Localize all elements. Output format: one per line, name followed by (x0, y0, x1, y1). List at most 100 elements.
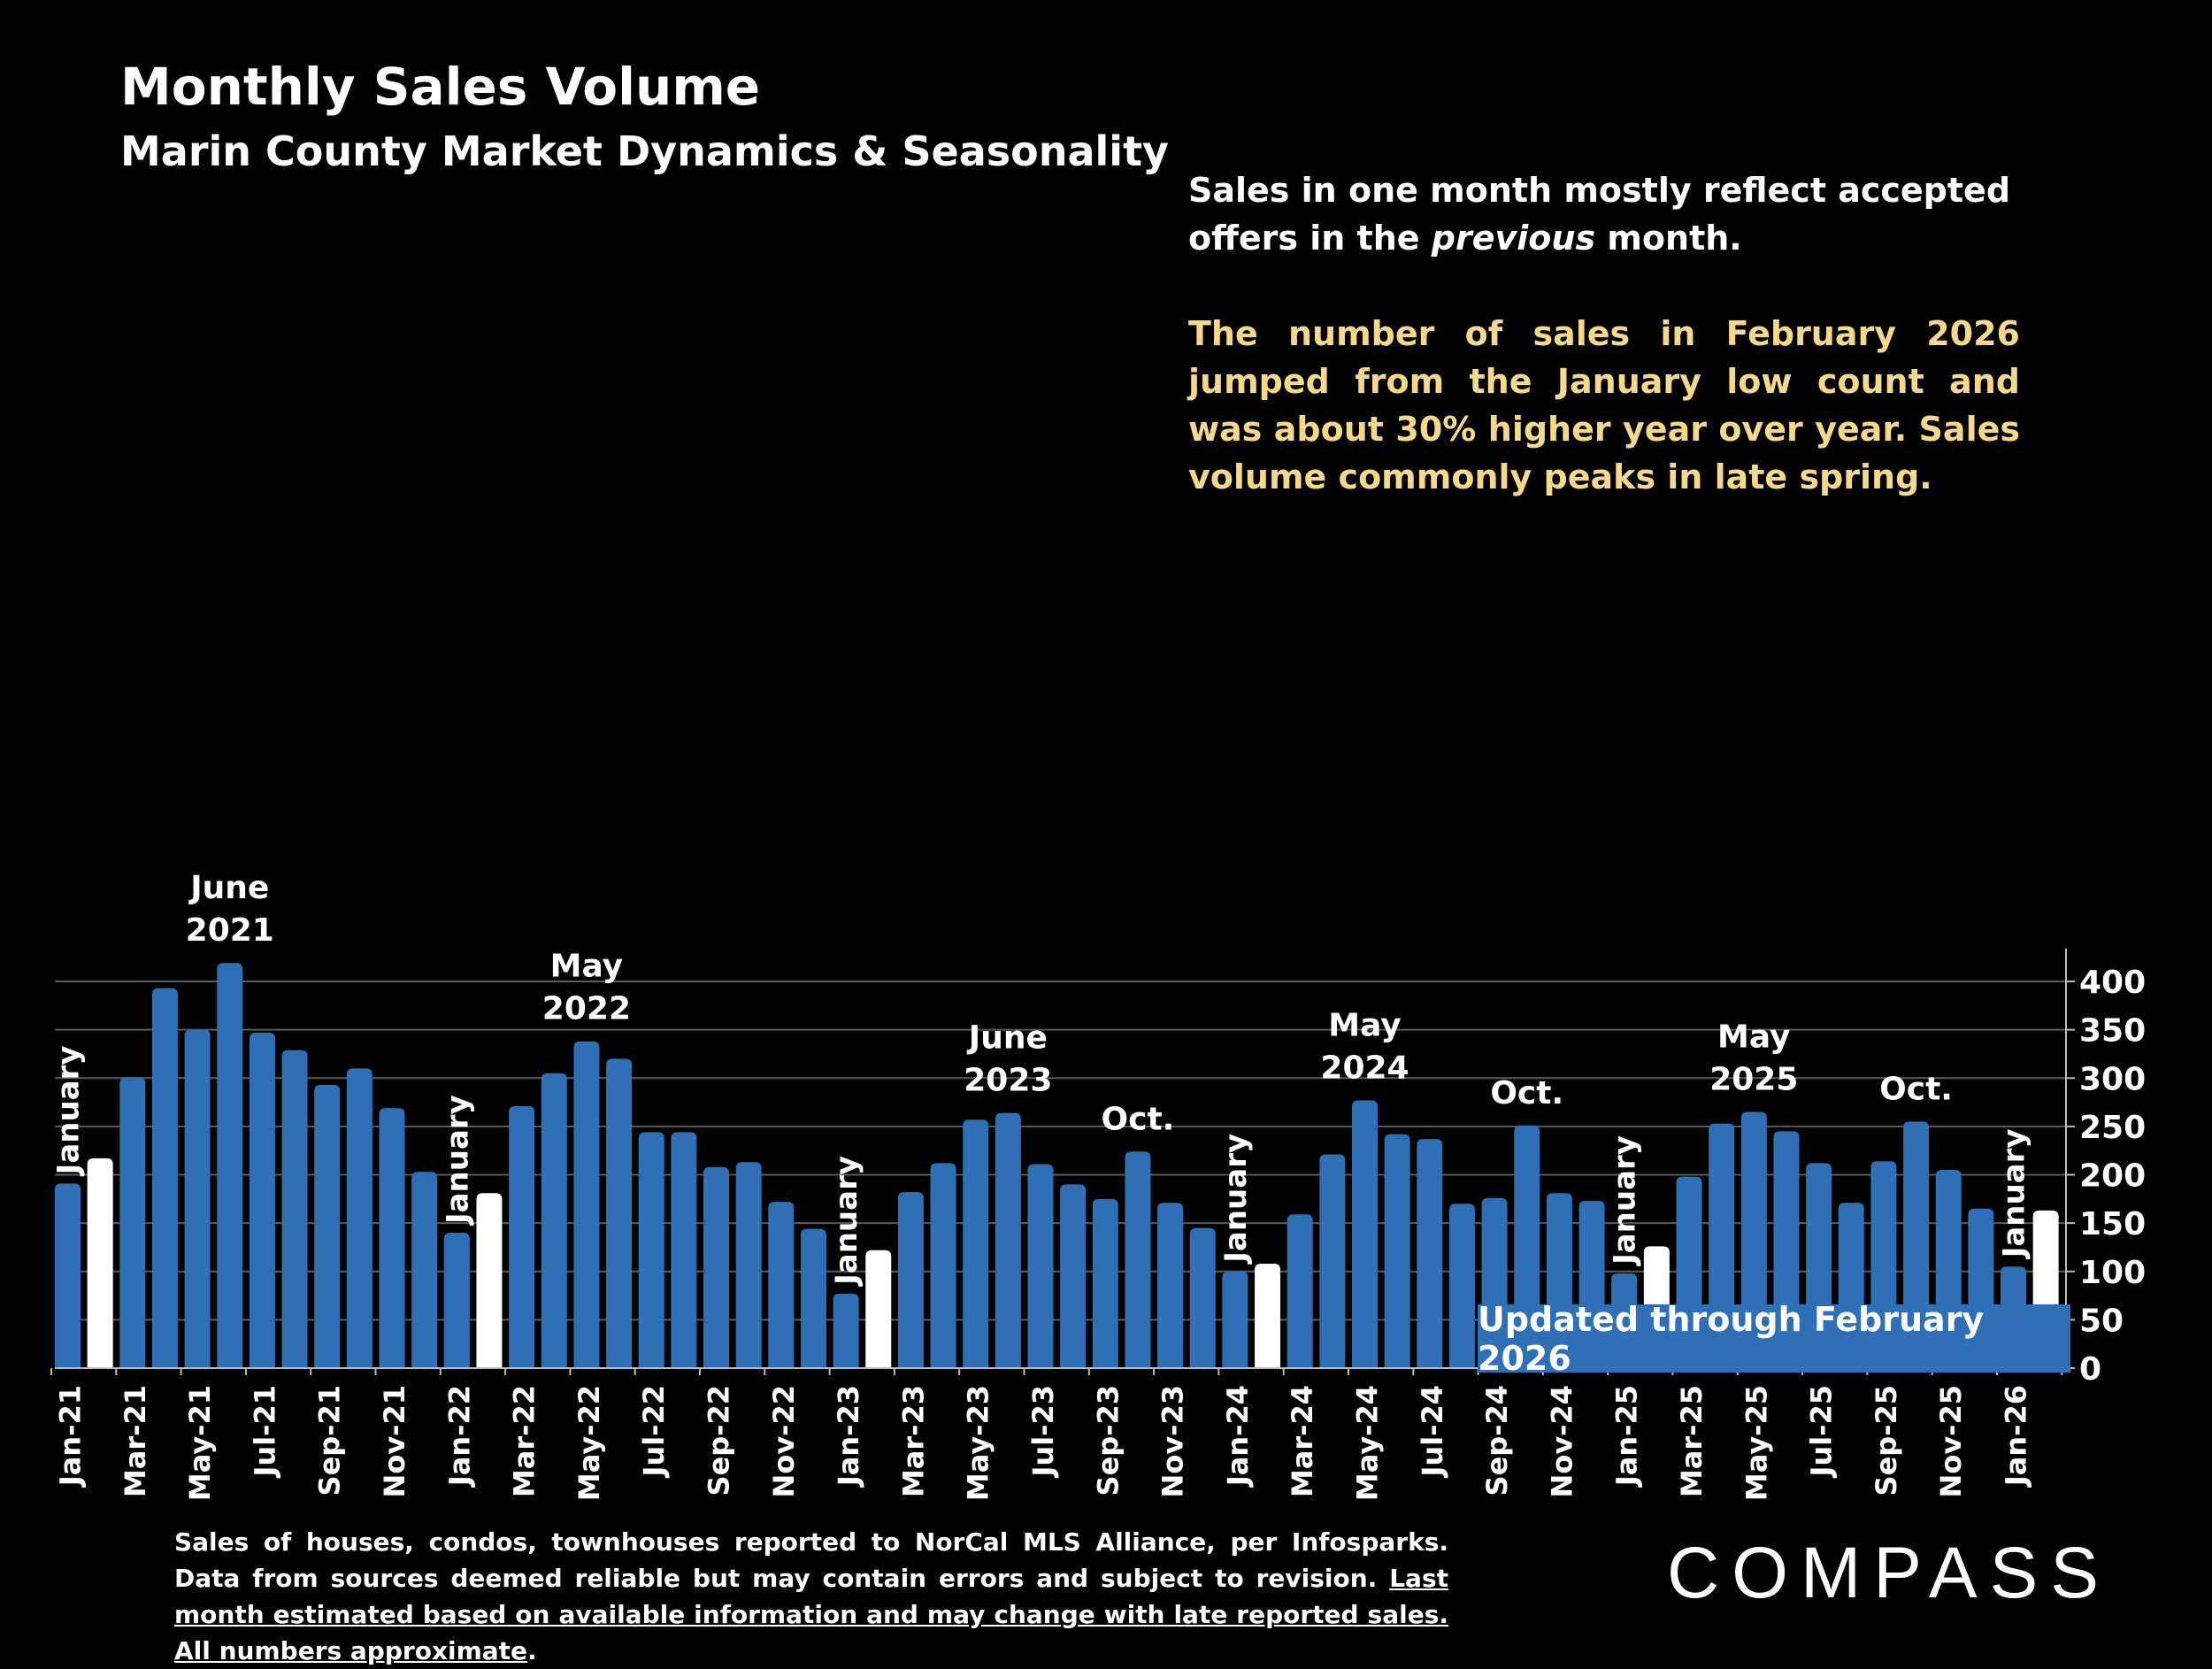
x-tick-label: Sep-24 (1480, 1385, 1514, 1496)
bar (476, 1193, 503, 1368)
bar (346, 1068, 373, 1368)
y-tick-label: 50 (2079, 1303, 2124, 1339)
x-tick-label: May-25 (1740, 1385, 1773, 1501)
annotation-peak: 2024 (1320, 1050, 1409, 1086)
x-tick-label: Jan-25 (1610, 1385, 1644, 1488)
annotation-january: January (1608, 1135, 1643, 1266)
bar (1319, 1154, 1346, 1368)
bar (638, 1132, 664, 1368)
x-tick-label: Jan-24 (1221, 1385, 1255, 1488)
bar (833, 1293, 859, 1368)
bar (1286, 1214, 1313, 1368)
x-tick-label: Sep-25 (1870, 1385, 1903, 1496)
bar (1255, 1264, 1281, 1368)
annotation-january: January (440, 1095, 475, 1226)
x-tick-label: May-21 (183, 1385, 217, 1501)
y-tick-label: 250 (2079, 1110, 2146, 1146)
bar (1027, 1164, 1054, 1368)
x-tick-label: Jan-22 (442, 1385, 476, 1488)
x-tick-label: May-22 (572, 1385, 606, 1501)
bar (509, 1105, 535, 1368)
bar (1222, 1271, 1248, 1368)
note-intro-text: Sales in one month mostly reflect accept… (1188, 171, 2011, 258)
x-tick-label: Nov-23 (1156, 1385, 1190, 1497)
bar (281, 1050, 308, 1368)
bar (800, 1228, 826, 1368)
y-tick-label: 200 (2079, 1158, 2146, 1195)
footnote-end: . (527, 1636, 537, 1665)
note-intro-emphasis: previous (1431, 219, 1596, 258)
x-tick-label: Mar-21 (119, 1385, 152, 1497)
bar (1157, 1203, 1184, 1368)
chart-subtitle: Marin County Market Dynamics & Seasonali… (120, 127, 1170, 175)
annotation-peak: 2021 (186, 912, 274, 949)
footnote-text: Sales of houses, condos, townhouses repo… (174, 1527, 1448, 1593)
x-tick-label: Jan-26 (2000, 1385, 2033, 1488)
x-tick-label: Jan-23 (832, 1385, 865, 1488)
annotation-january: January (829, 1156, 864, 1287)
x-tick-label: Mar-25 (1675, 1385, 1709, 1497)
x-tick-label: Jul-23 (1026, 1385, 1060, 1478)
x-tick-label: Sep-22 (703, 1385, 736, 1496)
updated-through-badge: Updated through February 2026 (1478, 1300, 2070, 1378)
annotation-peak: May (550, 949, 623, 985)
x-tick-label: Mar-23 (896, 1385, 930, 1497)
bar (314, 1084, 341, 1368)
annotation-peak: June (966, 1020, 1048, 1057)
compass-logo: COMPASS (1667, 1534, 2111, 1604)
annotation-january: January (51, 1045, 87, 1176)
y-tick-label: 350 (2079, 1013, 2146, 1050)
y-tick-label: 400 (2079, 965, 2146, 1001)
bar (768, 1202, 795, 1368)
bar (995, 1112, 1021, 1368)
bar (443, 1233, 470, 1368)
bar (703, 1166, 729, 1368)
compass-logo-text: COMPASS (1667, 1534, 2111, 1604)
bar (1417, 1139, 1443, 1368)
annotation-peak: Oct. (1102, 1101, 1175, 1137)
bar (573, 1041, 600, 1368)
y-tick-label: 100 (2079, 1255, 2146, 1291)
x-tick-label: Nov-21 (378, 1385, 411, 1497)
source-footnote: Sales of houses, condos, townhouses repo… (174, 1524, 1448, 1669)
y-axis: 0 50 100 150 200 250 300 350 400 (2065, 948, 2146, 1388)
y-tick-label: 300 (2079, 1061, 2146, 1097)
bar (541, 1073, 567, 1368)
bar (1352, 1100, 1378, 1368)
bar (411, 1172, 438, 1368)
note-intro: Sales in one month mostly reflect accept… (1188, 166, 2020, 262)
bar (963, 1119, 989, 1368)
bar (184, 1029, 211, 1368)
bar (897, 1192, 924, 1368)
bar (930, 1163, 956, 1368)
bar (119, 1077, 146, 1368)
bar (606, 1058, 633, 1368)
bar (151, 988, 178, 1368)
footnote-estimate-text: Last month estimated based on available … (174, 1564, 1448, 1665)
note-intro-end: month. (1595, 219, 1742, 258)
annotation-january: January (1997, 1128, 2032, 1259)
x-axis: Jan-21 Mar-21 May-21 Jul-21 Sep-21 Nov-21 Jan-… (50, 1367, 2066, 1501)
x-tick-label: Jul-25 (1805, 1385, 1839, 1478)
annotation-peak: May (1328, 1007, 1401, 1043)
commentary-note: Sales in one month mostly reflect accept… (1188, 166, 2020, 501)
bar (671, 1132, 697, 1368)
annotation-peak: May (1717, 1019, 1790, 1055)
annotation-peak: Oct. (1490, 1075, 1563, 1111)
x-tick-label: Jul-21 (248, 1385, 281, 1478)
bar (87, 1158, 113, 1368)
annotation-peak: Oct. (1879, 1071, 1953, 1107)
annotations: January June 2021 January May 2022 January June… (51, 870, 2032, 1287)
x-tick-label: Nov-24 (1545, 1385, 1578, 1497)
x-tick-label: May-24 (1351, 1385, 1385, 1501)
x-tick-label: Jul-24 (1416, 1385, 1449, 1478)
x-tick-label: Mar-22 (508, 1385, 541, 1497)
annotation-peak: 2022 (542, 991, 631, 1027)
bar (1125, 1151, 1151, 1368)
bar (1448, 1204, 1475, 1368)
bar (55, 1183, 81, 1368)
x-tick-label: Jul-22 (637, 1385, 671, 1478)
x-tick-label: Sep-21 (313, 1385, 347, 1496)
bar (249, 1032, 275, 1368)
